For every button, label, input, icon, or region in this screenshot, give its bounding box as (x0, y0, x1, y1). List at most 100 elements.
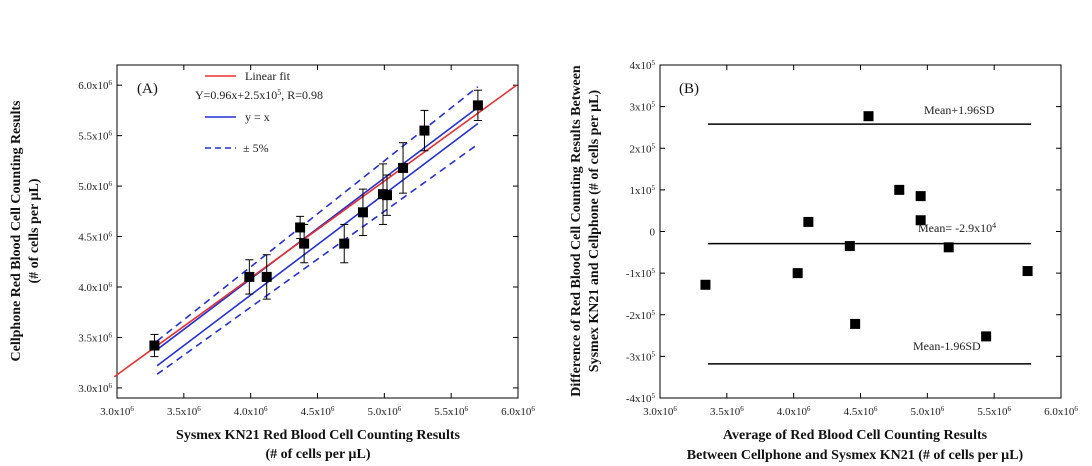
legend-fit-equation: Y=0.96x+2.5x105, R=0.98 (195, 88, 323, 103)
x-tick-label-exponent: 6 (874, 405, 878, 413)
x-tick-label: 5.0x106 (367, 405, 401, 418)
y-tick-label-exponent: 6 (109, 382, 113, 390)
y-tick-label-exponent: 5 (652, 101, 656, 109)
y-tick-label-exponent: 6 (109, 79, 113, 87)
x-tick-label-exponent: 6 (807, 405, 811, 413)
y-tick-label-exponent: 5 (652, 142, 656, 150)
data-point (844, 241, 855, 252)
identity-line (156, 122, 479, 367)
y-tick-label: 5.0x106 (78, 180, 112, 193)
x-tick-label: 4.5x106 (301, 405, 335, 418)
y-tick-label-mantissa: 3.0x10 (78, 383, 109, 395)
x-tick-label-mantissa: 5.5x10 (977, 406, 1008, 418)
y-tick-label: 4x105 (630, 59, 656, 72)
y-tick-label: 3.5x106 (78, 331, 112, 344)
x-tick-label-exponent: 6 (465, 405, 469, 413)
data-point (244, 271, 255, 282)
y-tick-label-exponent: 6 (109, 281, 113, 289)
y-tick-label-mantissa: 4.0x10 (78, 282, 109, 294)
x-tick-label: 6.0x106 (1044, 405, 1078, 418)
data-point (850, 318, 861, 329)
panel-a-ticks (116, 65, 519, 398)
data-point (261, 271, 272, 282)
y-tick-label: 4.5x106 (78, 231, 112, 244)
panel-b-plot-frame (659, 64, 1062, 399)
x-tick-label-mantissa: 4.0x10 (234, 406, 265, 418)
y-tick-label-mantissa: 5.0x10 (78, 181, 109, 193)
panel-b-ticks (659, 64, 1062, 399)
x-tick-label-exponent: 6 (130, 405, 134, 413)
x-tick-label-mantissa: 4.0x10 (777, 406, 808, 418)
x-tick-label: 4.0x106 (234, 405, 268, 418)
x-tick-label: 4.5x106 (844, 405, 878, 418)
y-tick-label-mantissa: 2x10 (630, 143, 653, 155)
x-tick-label-exponent: 6 (264, 405, 268, 413)
panel-a-points (149, 89, 483, 358)
y-tick-label-mantissa: 3x10 (630, 102, 653, 114)
fit-equation-pre: Y=0.96x+2.5x10 (195, 88, 277, 102)
x-tick-label-mantissa: 6.0x10 (1044, 406, 1075, 418)
panel-b-x-axis-title: Average of Red Blood Cell Counting Resul… (723, 428, 988, 443)
panel-b-x-axis-title-line2: Between Cellphone and Sysmex KN21 (# of … (687, 448, 1024, 463)
y-tick-label-exponent: 5 (652, 350, 656, 358)
fit-equation-post: , R=0.98 (281, 88, 323, 102)
panel-b-y-axis-title: Difference of Red Blood Cell Counting Re… (569, 65, 584, 397)
y-tick-label: 3.0x106 (78, 382, 112, 395)
y-tick-label-mantissa: -3x10 (626, 351, 652, 363)
y-tick-label-mantissa: 6.0x10 (78, 80, 109, 92)
x-tick-label-exponent: 6 (740, 405, 744, 413)
data-point (419, 125, 430, 136)
y-tick-label-exponent: 5 (652, 392, 656, 400)
data-point (295, 222, 306, 233)
y-tick-label: -3x105 (626, 350, 656, 363)
x-tick-label-mantissa: 5.0x10 (910, 406, 941, 418)
x-tick-label: 3.0x106 (100, 405, 134, 418)
x-tick-label: 4.0x106 (777, 405, 811, 418)
data-point (803, 216, 814, 227)
tolerance-line (156, 143, 479, 375)
x-tick-label-exponent: 6 (398, 405, 402, 413)
x-tick-label: 3.5x106 (710, 405, 744, 418)
panel-b-label: (B) (679, 81, 699, 97)
ref-label-lower: Mean-1.96SD (913, 339, 981, 353)
y-tick-label-exponent: 6 (109, 180, 113, 188)
x-tick-label-mantissa: 5.5x10 (434, 406, 465, 418)
linear-fit-line (113, 84, 518, 378)
data-point (1022, 266, 1033, 277)
y-tick-label: 2x105 (630, 142, 656, 155)
legend-tolerance-label: ± 5% (243, 141, 269, 155)
y-tick-label-mantissa: -2x10 (626, 310, 652, 322)
panel-b-y-tick-labels: -4x105-3x105-2x105-1x10501x1052x1053x105… (626, 59, 656, 405)
panel-a-y-axis-unit: (# of cells per µL) (27, 178, 42, 283)
y-tick-label: 5.5x106 (78, 130, 112, 143)
x-tick-label-mantissa: 6.0x10 (501, 406, 532, 418)
y-tick-label-exponent: 5 (652, 59, 656, 67)
x-tick-label-mantissa: 3.5x10 (710, 406, 741, 418)
data-point (299, 238, 310, 249)
x-tick-label-mantissa: 4.5x10 (844, 406, 875, 418)
x-tick-label: 3.5x106 (167, 405, 201, 418)
y-tick-label: 1x105 (630, 184, 656, 197)
x-tick-label-exponent: 6 (1008, 405, 1012, 413)
panel-a-x-axis-title: Sysmex KN21 Red Blood Cell Counting Resu… (176, 428, 460, 443)
data-point (382, 190, 393, 201)
identity-line (156, 106, 479, 351)
data-point (943, 242, 954, 253)
x-tick-label-exponent: 6 (673, 405, 677, 413)
panel-a-legend: Linear fit Y=0.96x+2.5x105, R=0.98 y = x… (195, 69, 323, 155)
x-tick-label-exponent: 6 (197, 405, 201, 413)
panel-a-label: (A) (137, 81, 158, 97)
x-tick-label: 6.0x106 (501, 405, 535, 418)
y-tick-label-mantissa: -1x10 (626, 268, 652, 280)
y-tick-label-mantissa: 3.5x10 (78, 332, 109, 344)
ref-label-mean: Mean= -2.9x104 (918, 221, 996, 236)
ref-label-mean-pre: Mean= -2.9x10 (918, 221, 992, 235)
x-tick-label-mantissa: 3.5x10 (167, 406, 198, 418)
data-point (357, 207, 368, 218)
x-tick-label-exponent: 6 (941, 405, 945, 413)
x-tick-label: 3.0x106 (643, 405, 677, 418)
y-tick-label-mantissa: 1x10 (630, 185, 653, 197)
y-tick-label: 0 (650, 227, 656, 239)
data-point (339, 238, 350, 249)
